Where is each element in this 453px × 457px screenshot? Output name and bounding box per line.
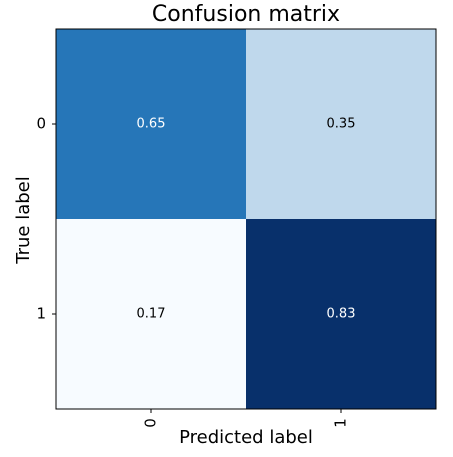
- x-axis-label: Predicted label: [179, 427, 313, 448]
- y-axis-label: True label: [13, 176, 34, 265]
- cell-label: 0.83: [327, 307, 356, 322]
- cell-label: 0.65: [137, 117, 166, 132]
- y-tick-label: 1: [36, 305, 46, 323]
- cell: [56, 219, 246, 409]
- cell: [56, 29, 246, 219]
- cell: [246, 29, 436, 219]
- x-tick-label: 0: [142, 418, 160, 428]
- cell: [246, 219, 436, 409]
- x-tick-label: 1: [332, 418, 350, 428]
- y-tick-label: 0: [36, 115, 46, 133]
- cell-label: 0.17: [137, 307, 166, 322]
- cell-label: 0.35: [327, 117, 356, 132]
- chart-title: Confusion matrix: [152, 2, 340, 27]
- plot-frame: [55, 28, 437, 410]
